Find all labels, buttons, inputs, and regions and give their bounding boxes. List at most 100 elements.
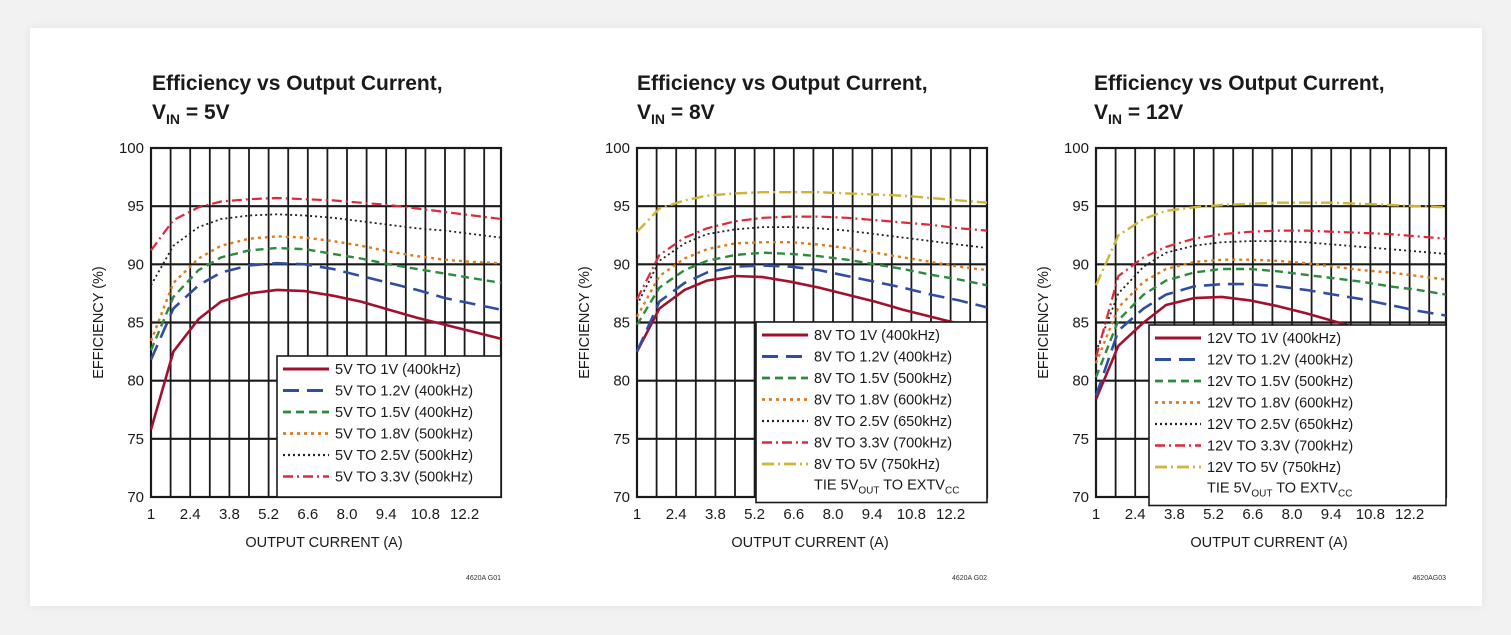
x-tick-label: 3.8: [219, 506, 240, 523]
x-tick-label: 8.0: [1282, 506, 1303, 523]
series-line-4: [1094, 258, 1447, 364]
x-tick-label: 9.4: [1321, 506, 1342, 523]
y-tick-label: 85: [613, 315, 630, 332]
x-tick-label: 2.4: [1125, 506, 1146, 523]
subtitle-rest: = 5V: [180, 101, 230, 124]
legend-label-5: 12V TO 2.5V (650kHz): [1207, 417, 1353, 433]
subtitle-v: V: [1094, 101, 1108, 124]
subtitle-sub: IN: [651, 111, 665, 127]
y-tick-label: 70: [1072, 489, 1089, 506]
y-axis-label: EFFICIENCY (%): [91, 266, 107, 379]
x-tick-label: 5.2: [1203, 506, 1224, 523]
subtitle-sub: IN: [1108, 111, 1122, 127]
x-tick-label: 1: [1092, 506, 1100, 523]
x-tick-label: 12.2: [450, 506, 479, 523]
legend-label-4: 12V TO 1.8V (600kHz): [1207, 396, 1353, 412]
y-axis-label: EFFICIENCY (%): [1036, 266, 1052, 379]
y-tick-label: 70: [613, 489, 630, 506]
chart-3: Efficiency vs Output Current, VIN = 12V 70…: [1036, 72, 1448, 582]
note-sub2: CC: [1338, 489, 1352, 500]
x-tick-label: 10.8: [411, 506, 440, 523]
legend-label-6: 5V TO 3.3V (500kHz): [335, 470, 473, 486]
x-tick-label: 9.4: [862, 506, 883, 523]
legend-label-4: 5V TO 1.8V (500kHz): [335, 427, 473, 443]
x-axis-label: OUTPUT CURRENT (A): [731, 535, 888, 551]
note-a: TIE 5V: [1207, 481, 1252, 497]
legend-label-1: 12V TO 1V (400kHz): [1207, 331, 1341, 347]
legend-box: [755, 321, 988, 504]
note-sub: OUT: [858, 486, 879, 497]
series-line-2: [149, 261, 502, 361]
series-line-6: [636, 215, 988, 300]
chart-title: Efficiency vs Output Current,: [1094, 72, 1385, 95]
series-line-5: [1095, 240, 1447, 352]
legend-label-5: 8V TO 2.5V (650kHz): [814, 414, 952, 430]
series-lines: [635, 190, 988, 353]
chart-2: Efficiency vs Output Current, VIN = 8V 70 7…: [577, 72, 989, 582]
y-tick-label: 75: [613, 431, 630, 448]
x-tick-label: 8.0: [823, 506, 844, 523]
x-tick-label: 1: [633, 506, 641, 523]
y-tick-label: 80: [613, 373, 630, 390]
chart-subtitle: VIN = 12V: [1094, 101, 1183, 127]
x-tick-label: 3.8: [705, 506, 726, 523]
y-tick-label: 80: [1072, 373, 1089, 390]
y-tick-label: 95: [127, 198, 144, 215]
y-tick-label: 70: [127, 489, 144, 506]
y-tick-label: 75: [127, 431, 144, 448]
x-tick-label: 10.8: [897, 506, 926, 523]
legend-label-3: 5V TO 1.5V (400kHz): [335, 405, 473, 421]
legend: 12V TO 1V (400kHz) 12V TO 1.2V (400kHz) 12…: [1148, 324, 1447, 507]
series-line-1: [635, 274, 988, 353]
y-tick-label: 90: [1072, 256, 1089, 273]
y-tick-label: 95: [613, 198, 630, 215]
series-line-6: [1094, 229, 1447, 358]
series-line-4: [635, 240, 988, 318]
x-tick-label: 5.2: [744, 506, 765, 523]
note-sub2: CC: [945, 486, 959, 497]
legend: 5V TO 1V (400kHz) 5V TO 1.2V (400kHz) 5V T…: [276, 355, 502, 498]
legend-label-2: 8V TO 1.2V (400kHz): [814, 350, 952, 366]
legend-label-3: 12V TO 1.5V (500kHz): [1207, 374, 1353, 390]
series-line-5: [150, 213, 502, 286]
y-tick-label: 80: [127, 373, 144, 390]
x-tick-label: 10.8: [1356, 506, 1385, 523]
y-tick-label: 90: [127, 256, 144, 273]
y-tick-label: 85: [127, 315, 144, 332]
x-tick-label: 5.2: [258, 506, 279, 523]
series-line-3: [635, 251, 988, 326]
legend-label-7: 12V TO 5V (750kHz): [1207, 460, 1341, 476]
y-tick-label: 90: [613, 256, 630, 273]
legend-label-7: 8V TO 5V (750kHz): [814, 457, 940, 473]
legend-label-4: 8V TO 1.8V (600kHz): [814, 393, 952, 409]
y-tick-label: 95: [1072, 198, 1089, 215]
figure-code: 4620A G02: [952, 575, 987, 582]
series-lines: [1094, 201, 1447, 400]
legend-label-6: 12V TO 3.3V (700kHz): [1207, 439, 1353, 455]
legend: 8V TO 1V (400kHz) 8V TO 1.2V (400kHz) 8V T…: [755, 321, 988, 504]
x-tick-label: 12.2: [936, 506, 965, 523]
legend-label-1: 8V TO 1V (400kHz): [814, 328, 940, 344]
x-tick-label: 2.4: [180, 506, 201, 523]
series-line-7: [636, 190, 988, 233]
x-tick-label: 8.0: [337, 506, 358, 523]
series-lines: [149, 196, 502, 430]
chart-title: Efficiency vs Output Current,: [152, 72, 443, 95]
chart-title: Efficiency vs Output Current,: [637, 72, 928, 95]
x-axis-label: OUTPUT CURRENT (A): [1190, 535, 1347, 551]
note-mid: TO EXTV: [879, 478, 945, 494]
x-tick-label: 9.4: [376, 506, 397, 523]
note-sub: OUT: [1251, 489, 1272, 500]
x-tick-label: 6.6: [783, 506, 804, 523]
subtitle-rest: = 8V: [665, 101, 715, 124]
series-line-6: [150, 196, 502, 252]
y-axis-label: EFFICIENCY (%): [577, 266, 593, 379]
figure-code: 4620A G01: [466, 575, 501, 582]
x-tick-label: 6.6: [297, 506, 318, 523]
series-line-2: [1094, 282, 1447, 397]
legend-box: [276, 355, 502, 498]
legend-note: TIE 5VOUT TO EXTVCC: [1207, 481, 1352, 500]
series-line-4: [149, 235, 502, 342]
series-line-1: [149, 288, 502, 430]
